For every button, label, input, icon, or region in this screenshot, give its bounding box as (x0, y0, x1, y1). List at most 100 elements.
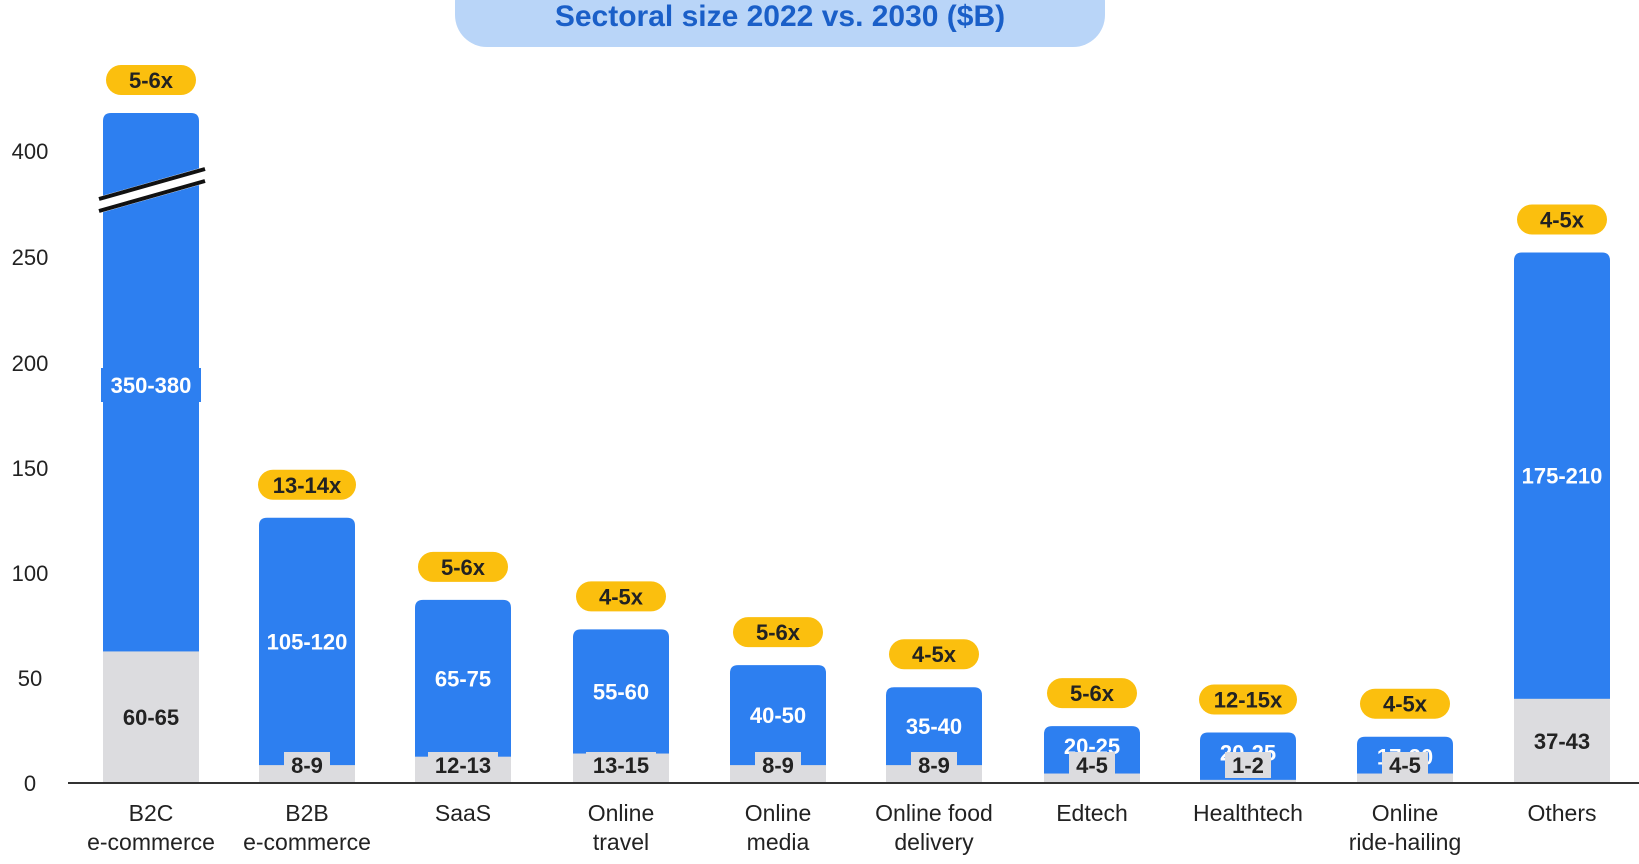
y-tick-label: 0 (24, 771, 36, 796)
chart-title-banner: Sectoral size 2022 vs. 2030 ($B) (455, 0, 1105, 47)
value-label-2022: 4-5 (1389, 753, 1421, 778)
multiplier-badge-background (1360, 688, 1450, 719)
value-label-2022-group: 4-5 (1382, 752, 1428, 778)
value-label-2030: 55-60 (593, 679, 649, 704)
multiplier-badge-background (106, 65, 196, 95)
multiplier-badge-background (1047, 678, 1137, 709)
y-tick-label: 250 (12, 245, 49, 270)
y-axis: 0 50 100 150 200 250 400 (12, 139, 49, 796)
value-label-2030: 175-210 (1522, 464, 1603, 489)
category-label: Online food (875, 800, 993, 826)
multiplier-badge: 5-6x (756, 620, 801, 645)
multiplier-badge-group: 5-6x (1047, 678, 1137, 709)
bar-2030 (573, 629, 669, 783)
multiplier-badge-group: 4-5x (1360, 688, 1450, 719)
value-label-2022: 12-13 (435, 753, 491, 778)
value-label-2030: 105-120 (267, 629, 348, 654)
category-label: Healthtech (1193, 800, 1303, 826)
category-label: ride-hailing (1349, 829, 1462, 855)
category-label: Online (745, 800, 811, 826)
category-label: travel (593, 829, 649, 855)
multiplier-badge-group: 5-6x (106, 65, 196, 95)
title-banner-background (455, 0, 1105, 47)
multiplier-badge-group: 5-6x (418, 551, 508, 582)
multiplier-badge-background (733, 617, 823, 648)
bar-2030 (1514, 252, 1610, 784)
multiplier-badge: 4-5x (1540, 208, 1585, 233)
bar-2030 (886, 687, 982, 783)
y-tick-label: 100 (12, 561, 49, 586)
bar-2030 (730, 665, 826, 783)
value-label-2022: 4-5 (1076, 753, 1108, 778)
value-label-2022-group: 8-9 (284, 752, 330, 778)
multiplier-badge: 12-15x (1214, 687, 1283, 712)
y-tick-label: 150 (12, 456, 49, 481)
axis-break-marker (96, 167, 208, 213)
value-label-2022: 60-65 (123, 705, 179, 730)
value-label-2022-group: 12-13 (428, 752, 498, 778)
bar-2022 (103, 651, 199, 783)
bar-2022 (1044, 773, 1140, 783)
category-label: Edtech (1056, 800, 1128, 826)
category-label: B2C (129, 800, 174, 826)
category-label: e-commerce (87, 829, 215, 855)
value-label-2022-group: 4-5 (1069, 752, 1115, 778)
multiplier-badge-background (576, 581, 666, 612)
category-label: Online (1372, 800, 1438, 826)
multiplier-badge-background (1517, 204, 1607, 235)
bar-0: 350-380 60-65 (96, 113, 208, 783)
value-label-2022: 37-43 (1534, 729, 1590, 754)
bar-5: 35-40 8-9 (886, 687, 982, 783)
category-label: B2B (285, 800, 328, 826)
value-label-2022: 8-9 (291, 753, 323, 778)
multiplier-badge-background (418, 551, 508, 582)
bar-group: 350-380 60-65 5-6x 105-120 8-9 13-14x 65-75 12-… (96, 65, 1610, 784)
bar-2022 (1200, 779, 1296, 783)
bar-2022 (1514, 698, 1610, 783)
bar-2022 (1357, 773, 1453, 783)
category-label: media (747, 829, 810, 855)
chart-title: Sectoral size 2022 vs. 2030 ($B) (555, 0, 1005, 33)
bar-4: 40-50 8-9 (730, 665, 826, 783)
value-label-2022: 1-2 (1232, 753, 1264, 778)
multiplier-badge-group: 12-15x (1199, 684, 1297, 715)
multiplier-badge: 4-5x (1383, 692, 1428, 717)
y-tick-label: 400 (12, 139, 49, 164)
multiplier-badge: 4-5x (599, 584, 644, 609)
multiplier-badge-group: 4-5x (1517, 204, 1607, 235)
category-label: Others (1527, 800, 1596, 826)
value-label-2022: 8-9 (918, 753, 950, 778)
bar-7: 20-251-2 (1200, 732, 1296, 783)
value-label-2030: 65-75 (435, 666, 491, 691)
bar-2030 (415, 599, 511, 783)
multiplier-badge: 5-6x (129, 68, 174, 93)
value-label-2022-group: 1-2 (1225, 752, 1271, 778)
value-label-2022: 8-9 (762, 753, 794, 778)
bar-9: 175-210 37-43 (1514, 252, 1610, 784)
category-label: e-commerce (243, 829, 371, 855)
value-label-2030: 35-40 (906, 714, 962, 739)
bar-2: 65-75 12-13 (415, 599, 511, 783)
value-label-2030: 40-50 (750, 703, 806, 728)
multiplier-badge-background (1199, 684, 1297, 715)
bar-1: 105-120 8-9 (259, 517, 355, 783)
multiplier-badge-group: 5-6x (733, 617, 823, 648)
bar-2030 (103, 113, 199, 783)
multiplier-badge-background (258, 469, 356, 500)
multiplier-badge-group: 4-5x (889, 639, 979, 670)
value-label-2022-group: 13-15 (586, 752, 656, 778)
y-tick-label: 200 (12, 351, 49, 376)
multiplier-badge-background (889, 639, 979, 670)
multiplier-badge: 5-6x (1070, 681, 1115, 706)
multiplier-badge: 4-5x (912, 642, 957, 667)
multiplier-badge-group: 4-5x (576, 581, 666, 612)
category-label: delivery (894, 829, 974, 855)
bar-8: 17-204-5 (1357, 736, 1453, 783)
bar-3: 55-60 13-15 (573, 629, 669, 783)
y-tick-label: 50 (18, 666, 42, 691)
multiplier-badge-group: 13-14x (258, 469, 356, 500)
multiplier-badge: 13-14x (273, 473, 342, 498)
value-label-2030: 350-380 (111, 373, 192, 398)
value-label-2022-group: 8-9 (911, 752, 957, 778)
